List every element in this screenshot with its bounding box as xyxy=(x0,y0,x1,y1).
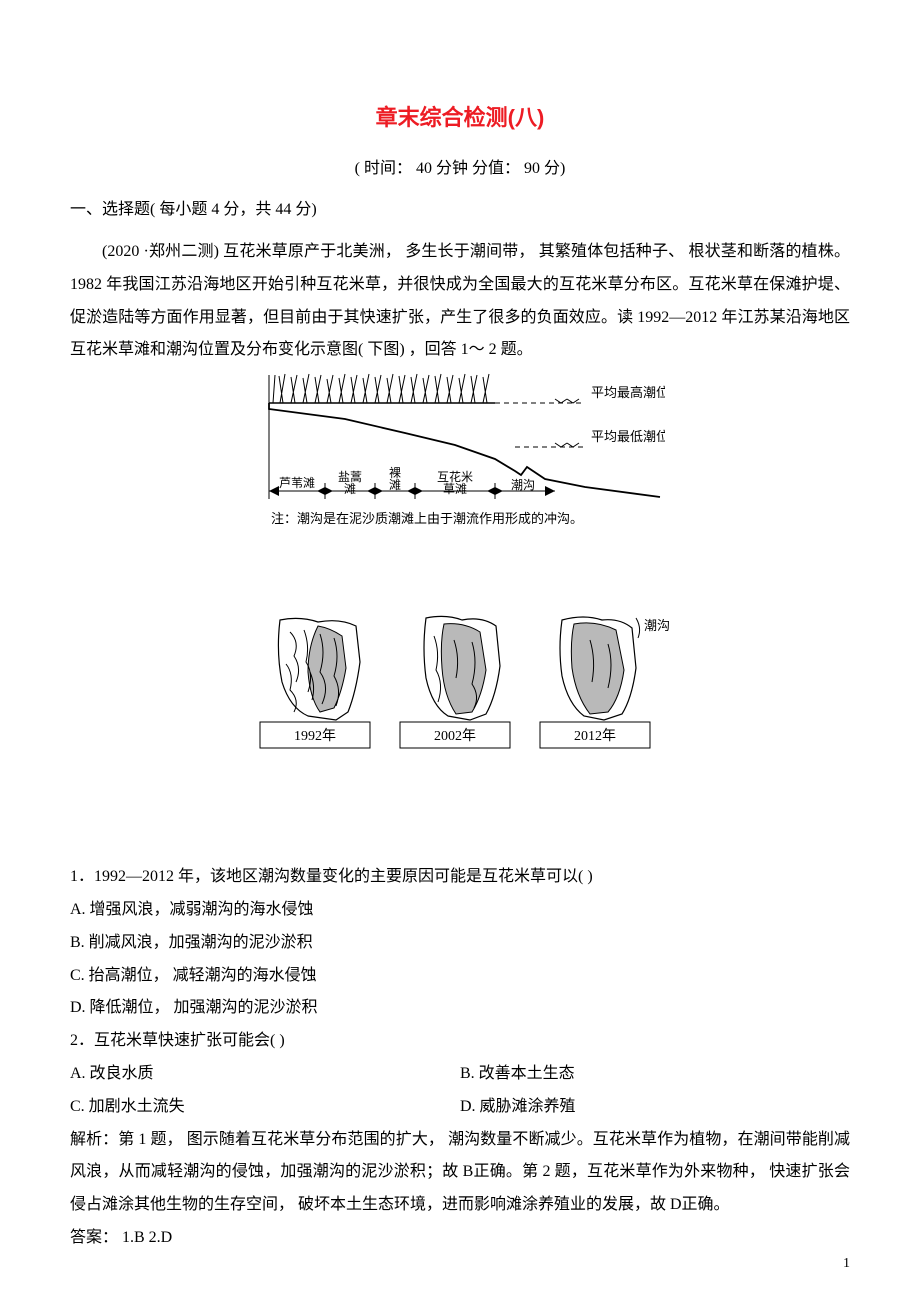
zone-label-1: 芦苇滩 xyxy=(279,476,315,490)
zone-label-2b: 滩 xyxy=(344,482,356,496)
passage-text: (2020 ·郑州二测) 互花米草原产于北美洲， 多生长于潮间带， 其繁殖体包括… xyxy=(70,236,850,367)
q1-option-b: B. 削减风浪，加强潮沟的泥沙淤积 xyxy=(70,927,850,960)
answer-line: 答案： 1.B 2.D xyxy=(70,1222,850,1255)
explanation-text: 解析：第 1 题， 图示随着互花米草分布范围的扩大， 潮沟数量不断减少。互花米草… xyxy=(70,1124,850,1222)
q2-stem: 2．互花米草快速扩张可能会( ) xyxy=(70,1025,850,1058)
figure-cross-section: 平均最高潮位 平均最低潮位 xyxy=(255,373,665,538)
q2-option-a: A. 改良水质 xyxy=(70,1058,460,1091)
label-low-tide: 平均最低潮位 xyxy=(591,429,665,444)
q1-option-a: A. 增强风浪，减弱潮沟的海水侵蚀 xyxy=(70,894,850,927)
panel3-year: 2012年 xyxy=(574,728,616,744)
panel1-year: 1992年 xyxy=(294,728,336,744)
q1-option-d: D. 降低潮位， 加强潮沟的泥沙淤积 xyxy=(70,992,850,1025)
panel2-year: 2002年 xyxy=(434,728,476,744)
legend-tidal-creek: 潮沟 xyxy=(644,618,670,633)
q1-stem: 1．1992—2012 年，该地区潮沟数量变化的主要原因可能是互花米草可以( ) xyxy=(70,861,850,894)
q1-option-c: C. 抬高潮位， 减轻潮沟的海水侵蚀 xyxy=(70,960,850,993)
time-score-line: ( 时间： 40 分钟 分值： 90 分) xyxy=(70,154,850,178)
zone-label-4b: 草滩 xyxy=(443,482,467,496)
chapter-title: 章末综合检测(八) xyxy=(70,100,850,132)
zone-label-3b: 滩 xyxy=(389,478,401,492)
zone-label-5: 潮沟 xyxy=(511,477,535,492)
label-high-tide: 平均最高潮位 xyxy=(591,385,665,400)
figure1-note: 注：潮沟是在泥沙质潮滩上由于潮流作用形成的冲沟。 xyxy=(271,511,583,526)
q2-option-b: B. 改善本土生态 xyxy=(460,1058,850,1091)
section-heading: 一、选择题( 每小题 4 分，共 44 分) xyxy=(70,194,850,226)
q2-option-d: D. 威胁滩涂养殖 xyxy=(460,1091,850,1124)
q2-option-c: C. 加剧水土流失 xyxy=(70,1091,460,1124)
page-number: 1 xyxy=(843,1256,850,1272)
figure-map-panels: 1992年 2002年 xyxy=(250,612,670,767)
